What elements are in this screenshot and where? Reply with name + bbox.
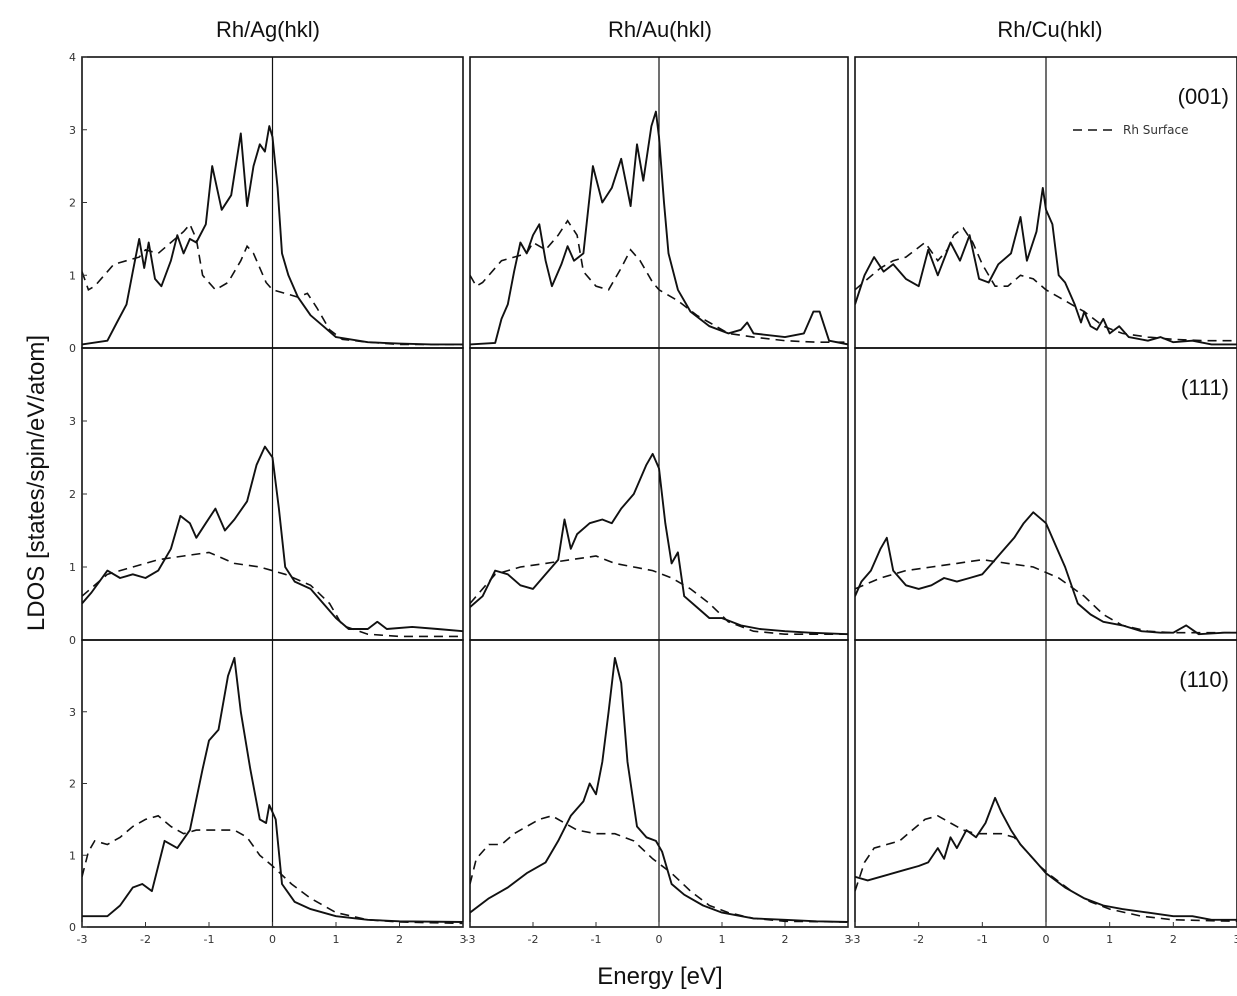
ldos-solid-line (855, 796, 1237, 921)
facet-label-001: (001) (1178, 84, 1229, 109)
rh-surface-dashed-line (82, 551, 463, 638)
panel-rhcuhkl-111: (111) (854, 347, 1237, 641)
x-tick-label: 3 (460, 933, 467, 946)
legend-label: Rh Surface (1123, 123, 1188, 137)
x-tick-label: 3 (845, 933, 852, 946)
y-tick-label: 1 (69, 269, 76, 282)
x-tick-label: 2 (1170, 933, 1177, 946)
x-tick-label: -3 (850, 933, 861, 946)
ldos-solid-line (470, 110, 848, 346)
y-tick-label: 2 (69, 197, 76, 210)
ldos-solid-line (855, 186, 1237, 346)
panel-rhaghkl-001: 0 1 2 3 4 (69, 51, 464, 355)
y-tick-label: 2 (69, 488, 76, 501)
x-tick-label: 3 (1234, 933, 1237, 946)
ldos-solid-line (82, 445, 463, 633)
y-tick-label: 0 (69, 634, 76, 647)
y-tick-label: 0 (69, 342, 76, 355)
column-title-au: Rh/Au(hkl) (608, 17, 712, 42)
y-tick-label: 4 (69, 51, 76, 64)
x-tick-label: 1 (719, 933, 726, 946)
ldos-solid-line (470, 656, 848, 923)
x-tick-label: 2 (782, 933, 789, 946)
x-tick-label: 1 (1106, 933, 1113, 946)
rh-surface-dashed-line (470, 555, 848, 636)
x-tick-label: -2 (528, 933, 539, 946)
x-tick-label: 0 (656, 933, 663, 946)
x-tick-label: -3 (465, 933, 476, 946)
column-titles: Rh/Ag(hkl) Rh/Au(hkl) Rh/Cu(hkl) (216, 17, 1103, 42)
rh-surface-dashed-line (855, 558, 1237, 634)
ldos-solid-line (470, 452, 848, 636)
x-tick-label: -1 (204, 933, 215, 946)
x-tick-label: -2 (140, 933, 151, 946)
legend: Rh Surface (1073, 123, 1188, 137)
facet-label-110: (110) (1179, 667, 1229, 692)
rh-surface-dashed-line (855, 226, 1237, 342)
x-tick-label: 1 (333, 933, 340, 946)
x-tick-label: -1 (591, 933, 602, 946)
y-axis-title: LDOS [states/spin/eV/atom] (23, 335, 50, 631)
y-tick-label: 3 (69, 706, 76, 719)
y-tick-label: 1 (69, 561, 76, 574)
facet-label-111: (111) (1181, 375, 1229, 400)
column-title-ag: Rh/Ag(hkl) (216, 17, 320, 42)
x-tick-label: -1 (977, 933, 988, 946)
panel-rhauhkl-111 (469, 347, 849, 641)
ldos-solid-line (82, 656, 463, 923)
x-tick-label: -2 (913, 933, 924, 946)
panel-rhcuhkl-110: -3 -2 -1 0 1 2 3 (110) (850, 639, 1237, 946)
rh-surface-dashed-line (470, 814, 848, 923)
panel-rhaghkl-110: 0 1 2 3 -3 -2 -1 0 1 2 3 (69, 639, 467, 946)
x-tick-label: -3 (77, 933, 88, 946)
panel-rhauhkl-001 (469, 56, 849, 349)
column-title-cu: Rh/Cu(hkl) (997, 17, 1102, 42)
ldos-solid-line (855, 511, 1237, 636)
panel-rhaghkl-111: 0 1 2 3 (69, 347, 464, 647)
x-tick-label: 0 (269, 933, 276, 946)
x-tick-label: 0 (1043, 933, 1050, 946)
x-axis-title: Energy [eV] (597, 963, 722, 990)
y-tick-label: 1 (69, 849, 76, 862)
y-tick-label: 3 (69, 124, 76, 137)
y-tick-label: 0 (69, 921, 76, 934)
panel-rhauhkl-110: -3 -2 -1 0 1 2 3 (465, 639, 852, 946)
x-tick-label: 2 (396, 933, 403, 946)
y-tick-label: 3 (69, 415, 76, 428)
panel-rhcuhkl-001: (001) Rh Surface (854, 56, 1237, 349)
y-tick-label: 2 (69, 778, 76, 791)
ldos-solid-line (82, 125, 463, 346)
